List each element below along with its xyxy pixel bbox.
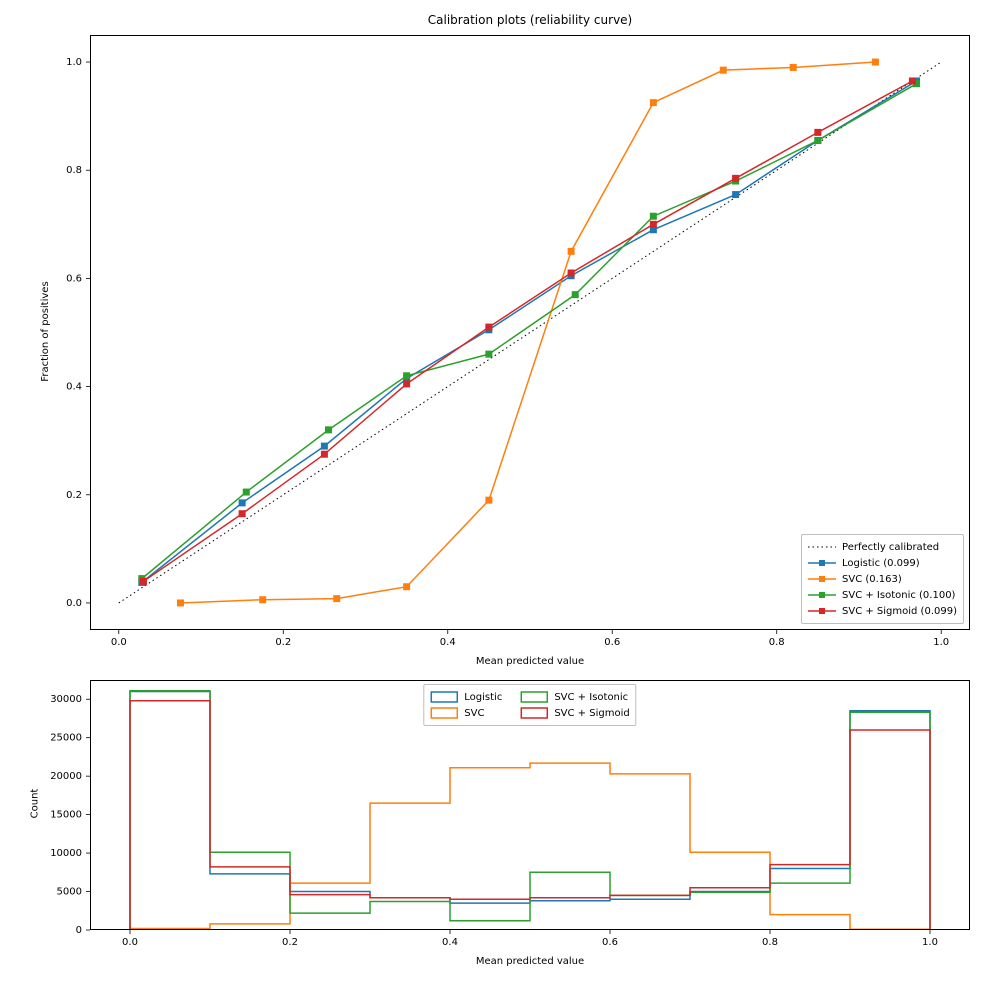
svg-text:0.8: 0.8	[66, 165, 82, 176]
legend-label: SVC (0.163)	[842, 574, 902, 585]
svg-text:0.4: 0.4	[66, 382, 82, 393]
svg-text:0.6: 0.6	[604, 637, 620, 648]
svg-text:0.2: 0.2	[275, 637, 291, 648]
svg-text:10000: 10000	[50, 848, 82, 859]
svg-text:15000: 15000	[50, 810, 82, 821]
calibration-title: Calibration plots (reliability curve)	[90, 13, 970, 27]
legend-label: SVC + Sigmoid (0.099)	[842, 606, 957, 617]
legend-item: SVC	[430, 705, 502, 721]
figure: 0.0 0.2 0.4 0.6 0.8 1.0 0.0 0.2 0.4 0.6 0.8 1.0 Per…	[0, 0, 1000, 1000]
histogram-axes: 0.00.20.40.60.81.00500010000150002000025…	[90, 680, 970, 930]
histogram-legend: Logistic SVC SVC + Isotonic SVC + Sigmoid	[423, 684, 636, 726]
legend-item: SVC (0.163)	[808, 571, 957, 587]
calibration-ylabel: Fraction of positives	[40, 34, 51, 629]
calibration-xlabel: Mean predicted value	[90, 656, 970, 667]
legend-item: SVC + Isotonic (0.100)	[808, 587, 957, 603]
legend-item: SVC + Sigmoid	[520, 705, 629, 721]
legend-label: SVC + Isotonic	[554, 692, 628, 703]
svg-text:20000: 20000	[50, 771, 82, 782]
legend-item: Logistic	[430, 689, 502, 705]
calibration-legend: Perfectly calibrated Logistic (0.099) SVC …	[801, 534, 964, 624]
legend-label: SVC	[464, 708, 484, 719]
svg-text:0.8: 0.8	[769, 637, 785, 648]
svg-text:0.6: 0.6	[66, 273, 82, 284]
legend-item: Logistic (0.099)	[808, 555, 957, 571]
legend-label: Perfectly calibrated	[842, 542, 939, 553]
legend-label: Logistic	[464, 692, 502, 703]
histogram-ylabel: Count	[30, 679, 41, 929]
legend-label: SVC + Sigmoid	[554, 708, 629, 719]
svg-text:0.8: 0.8	[762, 937, 778, 948]
svg-text:0.0: 0.0	[66, 598, 82, 609]
svg-text:0.2: 0.2	[66, 490, 82, 501]
svg-text:0: 0	[76, 925, 82, 936]
legend-item: Perfectly calibrated	[808, 539, 957, 555]
svg-text:1.0: 1.0	[922, 937, 938, 948]
svg-text:0.0: 0.0	[122, 937, 138, 948]
svg-text:0.4: 0.4	[440, 637, 456, 648]
legend-item: SVC + Isotonic	[520, 689, 629, 705]
svg-text:1.0: 1.0	[933, 637, 949, 648]
histogram-xlabel: Mean predicted value	[90, 956, 970, 967]
legend-item: SVC + Sigmoid (0.099)	[808, 603, 957, 619]
svg-text:30000: 30000	[50, 694, 82, 705]
svg-text:0.4: 0.4	[442, 937, 458, 948]
svg-text:5000: 5000	[57, 887, 82, 898]
svg-text:0.6: 0.6	[602, 937, 618, 948]
calibration-axes: 0.00.20.40.60.81.00.00.20.40.60.81.0 Per…	[90, 35, 970, 630]
legend-label: SVC + Isotonic (0.100)	[842, 590, 955, 601]
svg-text:0.2: 0.2	[282, 937, 298, 948]
svg-text:0.0: 0.0	[111, 637, 127, 648]
svg-text:1.0: 1.0	[66, 57, 82, 68]
legend-label: Logistic (0.099)	[842, 558, 920, 569]
svg-text:25000: 25000	[50, 733, 82, 744]
